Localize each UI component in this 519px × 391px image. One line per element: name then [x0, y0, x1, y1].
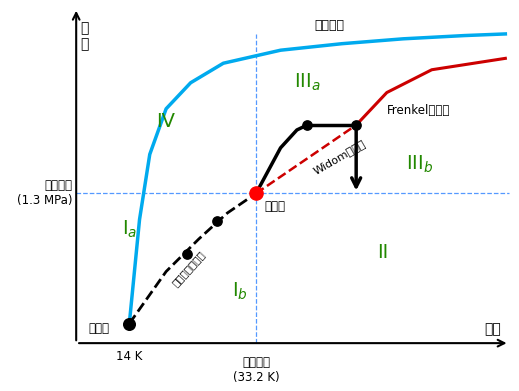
Text: II: II — [377, 242, 388, 262]
Point — [303, 122, 311, 128]
Text: 14 K: 14 K — [116, 350, 143, 362]
Point — [125, 321, 133, 327]
Text: 融解曲線: 融解曲線 — [315, 19, 345, 32]
Text: I$_b$: I$_b$ — [231, 280, 248, 302]
Text: Widomライン: Widomライン — [311, 138, 367, 176]
Text: 飽和蒸気圧曲線: 飽和蒸気圧曲線 — [170, 249, 207, 288]
Text: III$_b$: III$_b$ — [406, 154, 433, 175]
Text: Frenkelライン: Frenkelライン — [387, 104, 450, 117]
Point — [125, 321, 133, 327]
Point — [352, 122, 360, 128]
Text: 臨界圧力
(1.3 MPa): 臨界圧力 (1.3 MPa) — [17, 179, 72, 207]
Text: 臨界温度
(33.2 K): 臨界温度 (33.2 K) — [233, 356, 279, 384]
Point — [182, 251, 190, 257]
Text: I$_a$: I$_a$ — [121, 219, 137, 240]
Point — [213, 218, 221, 224]
Text: 臨界点: 臨界点 — [264, 200, 285, 213]
Text: 三重点: 三重点 — [88, 322, 110, 335]
Text: 圧
力: 圧 力 — [80, 21, 89, 51]
Point — [252, 190, 260, 197]
Text: IV: IV — [157, 112, 175, 131]
Text: III$_a$: III$_a$ — [294, 72, 321, 93]
Point — [252, 190, 260, 197]
Text: 温度: 温度 — [485, 323, 501, 337]
